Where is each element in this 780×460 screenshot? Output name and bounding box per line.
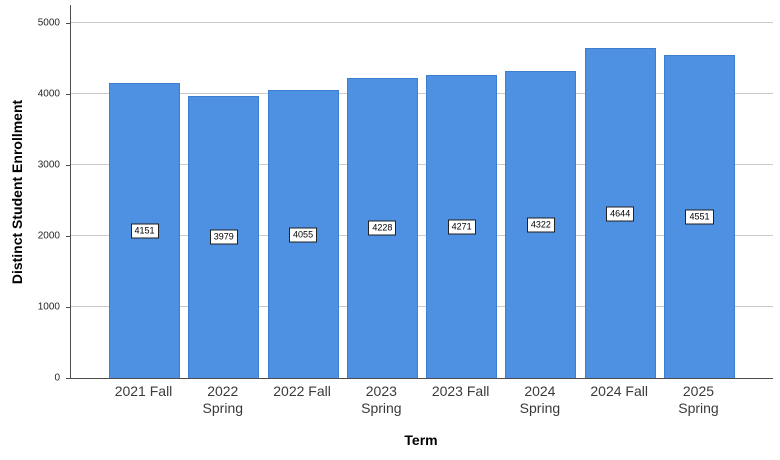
y-tick-mark-0 [66, 378, 70, 379]
bar-value-label: 4151 [130, 223, 159, 239]
y-tick-mark-3000 [66, 165, 70, 166]
x-category-label: 2022 Spring [202, 383, 244, 416]
y-tick-mark-5000 [66, 23, 70, 24]
y-tick-mark-1000 [66, 307, 70, 308]
bar-2021-fall: 4151 [109, 83, 180, 378]
x-category-label: 2023 Fall [431, 383, 490, 399]
y-tick-mark-2000 [66, 236, 70, 237]
gridline-1000 [71, 306, 773, 307]
gridline-4000 [71, 93, 773, 94]
bar-2024-spring: 4322 [505, 71, 577, 378]
gridline-5000 [71, 22, 773, 23]
y-tick-label-3000: 3000 [37, 159, 60, 171]
x-category-label: 2021 Fall [114, 383, 173, 399]
bar-series: 4151 3979 4055 4228 4271 4322 4644 4551 [71, 5, 773, 378]
gridline-3000 [71, 164, 773, 165]
y-axis-title: Distinct Student Enrollment [9, 99, 25, 285]
bar-2024-fall: 4644 [584, 48, 656, 378]
bar-2023-fall: 4271 [426, 74, 498, 378]
bar-value-label: 4644 [606, 206, 635, 222]
gridline-2000 [71, 235, 773, 236]
y-tick-label-2000: 2000 [37, 230, 60, 242]
bar-value-label: 4228 [368, 220, 397, 236]
y-tick-mark-4000 [66, 94, 70, 95]
bar-value-label: 3979 [209, 229, 238, 245]
y-tick-label-5000: 5000 [37, 17, 60, 29]
y-tick-label-4000: 4000 [37, 88, 60, 100]
x-axis-category-labels: 2021 Fall 2022 Spring 2022 Fall 2023 Spring… [70, 383, 772, 417]
y-tick-label-1000: 1000 [37, 301, 60, 313]
x-category-label: 2023 Spring [361, 383, 402, 416]
y-tick-label-0: 0 [54, 372, 60, 384]
bar-2022-spring: 3979 [188, 95, 260, 378]
bar-value-label: 4551 [685, 209, 714, 225]
x-category-label: 2022 Fall [273, 383, 331, 399]
x-category-label: 2025 Spring [678, 383, 719, 416]
bar-value-label: 4055 [289, 227, 318, 243]
x-axis-title: Term [404, 432, 438, 448]
bar-2025-spring: 4551 [663, 54, 735, 378]
x-category-label: 2024 Spring [519, 383, 561, 416]
x-category-label: 2024 Fall [590, 383, 648, 399]
bar-value-label: 4322 [526, 217, 555, 233]
bar-2022-fall: 4055 [267, 90, 339, 378]
plot-area: 4151 3979 4055 4228 4271 4322 4644 4551 [70, 5, 773, 379]
bar-2023-spring: 4228 [346, 77, 418, 378]
bar-value-label: 4271 [447, 219, 476, 235]
